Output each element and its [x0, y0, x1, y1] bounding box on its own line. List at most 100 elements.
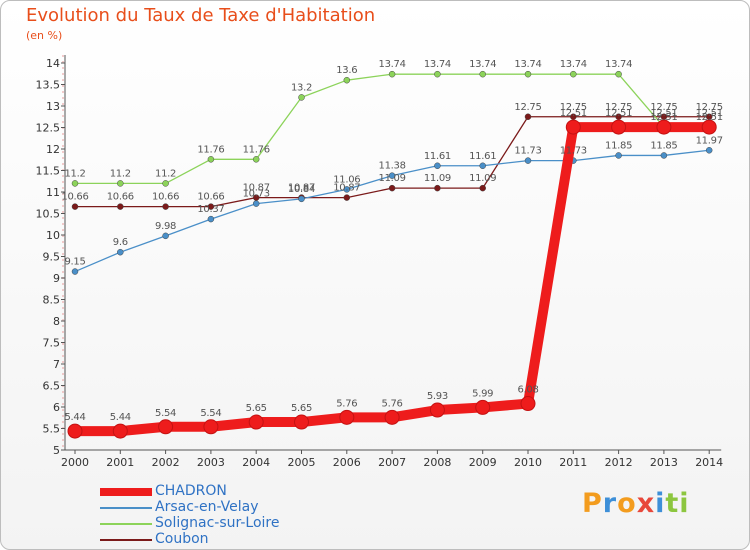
data-point — [705, 147, 713, 154]
logo-letter: x — [636, 488, 656, 519]
data-label: 11.73 — [514, 146, 541, 157]
data-label: 10.87 — [288, 183, 315, 194]
x-tick-label: 2008 — [423, 456, 451, 469]
x-tick-label: 2009 — [469, 456, 497, 469]
data-label: 12.75 — [560, 102, 587, 113]
y-tick-label: 8.5 — [43, 294, 61, 307]
data-labels-layer: 10.66 10.66 10.66 10.66 10.87 10.87 10.87 11.09… — [61, 59, 723, 423]
series-layer — [67, 70, 717, 439]
data-point — [701, 119, 717, 135]
series-solignac-sur-loire — [71, 70, 713, 187]
data-point — [615, 152, 622, 159]
data-point — [117, 203, 124, 210]
y-tick-label: 7.5 — [43, 337, 61, 350]
y-tick-label: 14 — [46, 57, 60, 70]
data-point — [570, 70, 577, 78]
data-label: 11.38 — [379, 161, 406, 172]
data-point — [298, 94, 305, 101]
data-point — [479, 162, 486, 170]
data-point — [207, 215, 215, 223]
data-point — [117, 180, 124, 187]
legend-label: CHADRON — [155, 483, 227, 499]
chart-axes: 5 5.5 6 6.5 7 7.5 8 8.5 9 9.5 10 10.5 11 11.5 12 12.5 13… — [36, 55, 723, 469]
data-label: 5.65 — [291, 403, 312, 414]
data-label: 5.65 — [246, 403, 267, 414]
data-label: 12.51 — [696, 108, 723, 119]
data-label: 9.98 — [155, 221, 176, 232]
data-point — [117, 248, 124, 256]
x-tick-label: 2010 — [514, 456, 542, 469]
series-arsac-en-velay — [71, 147, 713, 275]
y-tick-label: 10.5 — [36, 208, 61, 221]
data-point — [71, 180, 79, 187]
data-label: 5.54 — [200, 408, 221, 419]
x-tick-label: 2003 — [197, 456, 225, 469]
data-label: 10.87 — [333, 183, 360, 194]
data-label: 5.93 — [427, 391, 448, 402]
x-tick-label: 2005 — [288, 456, 316, 469]
legend-swatch — [100, 523, 152, 525]
x-tick-label: 2000 — [61, 456, 89, 469]
y-tick-label: 9 — [53, 272, 60, 285]
logo-letter: i — [655, 488, 666, 519]
data-label: 11.09 — [469, 173, 496, 184]
data-label: 13.6 — [336, 65, 357, 76]
x-tick-label: 2006 — [333, 456, 361, 469]
data-point — [343, 194, 351, 201]
data-point — [71, 268, 79, 275]
data-label: 12.51 — [560, 108, 587, 119]
data-label: 12.75 — [650, 102, 677, 113]
data-label: 11.85 — [650, 140, 677, 151]
data-point — [71, 203, 79, 210]
data-point — [656, 119, 672, 135]
data-point — [384, 409, 400, 425]
x-tick-label: 2013 — [650, 456, 678, 469]
data-label: 13.2 — [291, 82, 312, 93]
data-point — [343, 76, 351, 84]
data-label: 5.99 — [472, 388, 493, 399]
data-point — [207, 156, 215, 163]
x-tick-label: 2004 — [242, 456, 270, 469]
y-tick-label: 6.5 — [43, 380, 61, 393]
line-chart: 5 5.5 6 6.5 7 7.5 8 8.5 9 9.5 10 10.5 11 11.5 12 12.5 13… — [36, 55, 723, 469]
data-label: 9.6 — [113, 237, 128, 248]
data-point — [162, 180, 169, 187]
data-label: 5.54 — [155, 408, 176, 419]
data-point — [475, 399, 491, 415]
data-point — [162, 203, 169, 210]
legend-swatch — [100, 488, 152, 496]
data-label: 11.76 — [243, 144, 270, 155]
data-point — [611, 119, 627, 135]
legend-label: Arsac-en-Velay — [155, 499, 259, 515]
data-label: 11.2 — [110, 168, 131, 179]
legend-item-solignac-sur-loire: Solignac-sur-Loire — [100, 515, 360, 532]
x-tick-label: 2002 — [152, 456, 180, 469]
legend-item-chadron: CHADRON — [100, 483, 360, 500]
data-label: 12.51 — [696, 112, 723, 123]
data-point — [615, 70, 622, 78]
data-point — [434, 70, 441, 78]
data-label: 11.06 — [333, 174, 360, 185]
x-tick-label: 2007 — [378, 456, 406, 469]
data-point — [524, 157, 532, 164]
logo-letter: t — [665, 488, 680, 519]
y-tick-label: 11.5 — [36, 165, 61, 178]
data-label: 13.74 — [379, 59, 406, 70]
data-label: 5.44 — [64, 412, 85, 423]
legend-swatch — [100, 539, 152, 541]
y-tick-label: 12.5 — [36, 122, 61, 135]
series-chadron — [67, 119, 717, 439]
legend-label: Solignac-sur-Loire — [155, 515, 280, 531]
data-point — [388, 172, 396, 179]
series-coubon — [71, 113, 713, 210]
y-tick-label: 12 — [46, 143, 60, 156]
data-label: 11.97 — [696, 135, 723, 146]
data-label: 10.66 — [61, 192, 88, 203]
y-tick-label: 13.5 — [36, 79, 61, 92]
data-point — [207, 203, 215, 210]
chart-title: Evolution du Taux de Taxe d'Habitation — [26, 5, 376, 26]
data-point — [479, 70, 486, 78]
logo-letter: r — [602, 488, 618, 519]
data-point — [479, 184, 486, 192]
